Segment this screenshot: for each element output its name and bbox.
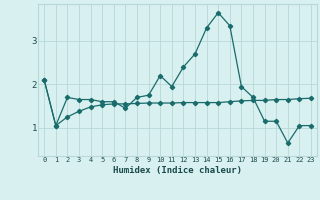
X-axis label: Humidex (Indice chaleur): Humidex (Indice chaleur): [113, 166, 242, 175]
